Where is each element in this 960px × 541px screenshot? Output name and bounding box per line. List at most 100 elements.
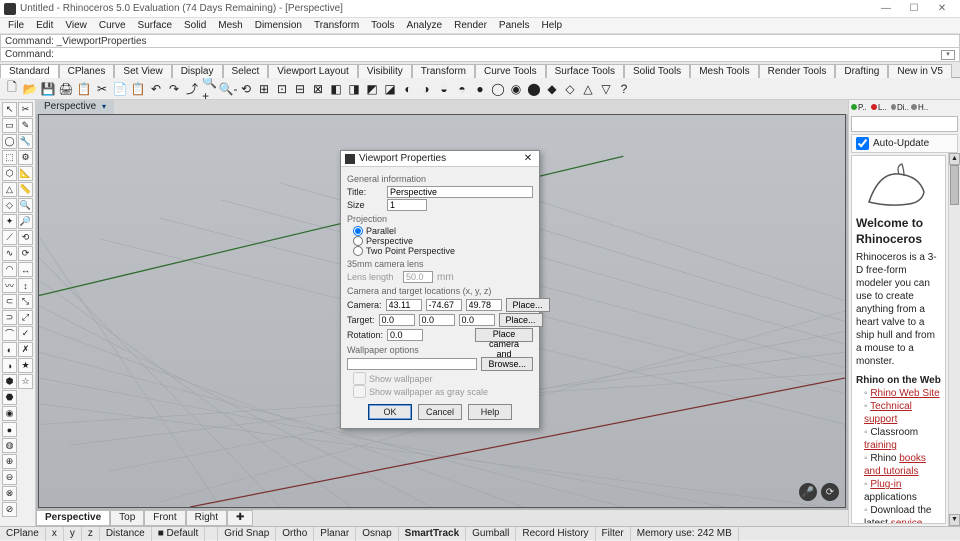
mic-icon[interactable]: 🎤	[799, 483, 817, 501]
toolbar-icon-22[interactable]: ◐	[400, 81, 416, 97]
status-cell-15[interactable]: Memory use: 242 MB	[631, 527, 739, 541]
toolbar-icon-15[interactable]: ⊡	[274, 81, 290, 97]
left-tool-29[interactable]: ⚙	[18, 150, 33, 165]
right-tab-2[interactable]: Di..	[891, 101, 909, 113]
toolbar-tab-viewport-layout[interactable]: Viewport Layout	[268, 64, 358, 78]
menu-dimension[interactable]: Dimension	[249, 20, 308, 31]
left-tool-42[interactable]: ★	[18, 358, 33, 373]
toolbar-icon-32[interactable]: △	[580, 81, 596, 97]
left-tool-26[interactable]: ✂	[18, 102, 33, 117]
toolbar-icon-16[interactable]: ⊟	[292, 81, 308, 97]
menu-solid[interactable]: Solid	[178, 20, 212, 31]
left-tool-35[interactable]: ⟳	[18, 246, 33, 261]
toolbar-tab-curve-tools[interactable]: Curve Tools	[475, 64, 546, 78]
left-tool-6[interactable]: ◇	[2, 198, 17, 213]
status-cell-8[interactable]: Ortho	[276, 527, 314, 541]
close-button[interactable]: ✕	[928, 3, 956, 14]
toolbar-icon-7[interactable]: 📋	[130, 81, 146, 97]
browse-button[interactable]: Browse...	[481, 357, 533, 371]
left-tool-7[interactable]: ✦	[2, 214, 17, 229]
left-tool-0[interactable]: ↖	[2, 102, 17, 117]
toolbar-icon-9[interactable]: ↷	[166, 81, 182, 97]
left-tool-9[interactable]: ∿	[2, 246, 17, 261]
left-tool-8[interactable]: ⟋	[2, 230, 17, 245]
cam-x[interactable]	[386, 299, 422, 311]
autoupdate-row[interactable]: Auto-Update	[851, 134, 958, 153]
toolbar-tab-select[interactable]: Select	[223, 64, 269, 78]
toolbar-tab-mesh-tools[interactable]: Mesh Tools	[690, 64, 758, 78]
toolbar-icon-4[interactable]: 📋	[76, 81, 92, 97]
menu-tools[interactable]: Tools	[365, 20, 400, 31]
toolbar-icon-28[interactable]: ◉	[508, 81, 524, 97]
status-cell-6[interactable]	[205, 527, 218, 541]
radio-parallel[interactable]	[353, 226, 363, 236]
inp-rotation[interactable]	[387, 329, 423, 341]
tgt-z[interactable]	[459, 314, 495, 326]
toolbar-icon-6[interactable]: 📄	[112, 81, 128, 97]
toolbar-icon-14[interactable]: ⊞	[256, 81, 272, 97]
menu-mesh[interactable]: Mesh	[212, 20, 248, 31]
status-cell-12[interactable]: Gumball	[466, 527, 516, 541]
left-tool-14[interactable]: ⌒	[2, 326, 17, 341]
scroll-up-icon[interactable]: ▲	[949, 153, 960, 165]
menu-file[interactable]: File	[2, 20, 30, 31]
toolbar-tab-new-in-v5[interactable]: New in V5	[888, 64, 952, 78]
toolbar-icon-23[interactable]: ◑	[418, 81, 434, 97]
help-scrollbar[interactable]: ▲ ▼	[948, 153, 960, 526]
status-cell-0[interactable]: CPlane	[0, 527, 46, 541]
toolbar-icon-19[interactable]: ◨	[346, 81, 362, 97]
radio-perspective[interactable]	[353, 236, 363, 246]
viewport-name-tab[interactable]: Perspective ▾	[36, 100, 114, 114]
left-tool-28[interactable]: 🔧	[18, 134, 33, 149]
tgt-y[interactable]	[419, 314, 455, 326]
dialog-close-button[interactable]: ✕	[521, 153, 535, 164]
toolbar-tab-transform[interactable]: Transform	[412, 64, 475, 78]
left-tool-36[interactable]: ↔	[18, 262, 33, 277]
toolbar-icon-20[interactable]: ◩	[364, 81, 380, 97]
toolbar-icon-17[interactable]: ⊠	[310, 81, 326, 97]
left-tool-22[interactable]: ⊕	[2, 454, 17, 469]
viewport-dropdown-icon[interactable]: ▾	[102, 102, 106, 111]
toolbar-icon-8[interactable]: ↶	[148, 81, 164, 97]
ok-button[interactable]: OK	[368, 404, 412, 420]
inp-size[interactable]	[387, 199, 427, 211]
toolbar-icon-21[interactable]: ◪	[382, 81, 398, 97]
left-tool-3[interactable]: ⬚	[2, 150, 17, 165]
vp-tab-perspective[interactable]: Perspective	[36, 510, 110, 526]
vp-tab-right[interactable]: Right	[186, 510, 227, 526]
autoupdate-checkbox[interactable]	[856, 137, 869, 150]
status-cell-5[interactable]: ■ Default	[152, 527, 206, 541]
web-link-0[interactable]: Rhino Web Site	[870, 388, 939, 399]
inp-title[interactable]	[387, 186, 533, 198]
web-link-4[interactable]: Plug-in	[870, 479, 901, 490]
left-tool-30[interactable]: 📐	[18, 166, 33, 181]
toolbar-icon-5[interactable]: ✂	[94, 81, 110, 97]
inp-wallpaper[interactable]	[347, 358, 477, 370]
toolbar-icon-11[interactable]: 🔍+	[202, 81, 218, 97]
help-button[interactable]: Help	[468, 404, 512, 420]
status-cell-7[interactable]: Grid Snap	[218, 527, 276, 541]
toolbar-icon-2[interactable]: 💾	[40, 81, 56, 97]
status-cell-10[interactable]: Osnap	[356, 527, 398, 541]
left-tool-17[interactable]: ⬢	[2, 374, 17, 389]
cancel-button[interactable]: Cancel	[418, 404, 462, 420]
left-tool-13[interactable]: ⊃	[2, 310, 17, 325]
left-tool-25[interactable]: ⊘	[2, 502, 17, 517]
status-cell-13[interactable]: Record History	[516, 527, 595, 541]
dialog-titlebar[interactable]: Viewport Properties ✕	[341, 151, 539, 167]
left-tool-18[interactable]: ⬣	[2, 390, 17, 405]
minimize-button[interactable]: —	[872, 3, 900, 14]
menu-analyze[interactable]: Analyze	[401, 20, 449, 31]
toolbar-icon-3[interactable]: 🖨	[58, 81, 74, 97]
left-tool-32[interactable]: 🔍	[18, 198, 33, 213]
right-tab-0[interactable]: P..	[851, 101, 869, 113]
menu-curve[interactable]: Curve	[93, 20, 132, 31]
toolbar-icon-27[interactable]: ◯	[490, 81, 506, 97]
toolbar-icon-34[interactable]: ?	[616, 81, 632, 97]
maximize-button[interactable]: ☐	[900, 3, 928, 14]
refresh-icon[interactable]: ⟳	[821, 483, 839, 501]
vp-tab-front[interactable]: Front	[144, 510, 185, 526]
menu-surface[interactable]: Surface	[132, 20, 178, 31]
left-tool-24[interactable]: ⊗	[2, 486, 17, 501]
status-cell-11[interactable]: SmartTrack	[399, 527, 466, 541]
